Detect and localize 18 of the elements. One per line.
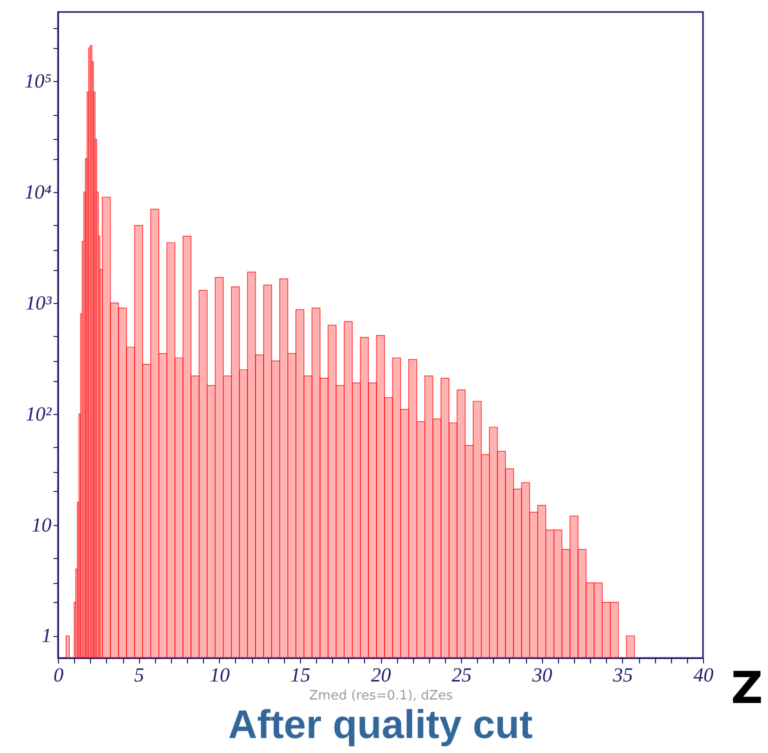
- y-tick-label: 10⁵: [24, 70, 52, 93]
- y-tick-label: 10⁴: [24, 182, 52, 204]
- x-tick-label: 30: [531, 664, 552, 686]
- x-tick-label: 15: [290, 664, 310, 686]
- x-tick-label: 25: [452, 664, 472, 686]
- x-tick-label: 20: [371, 664, 391, 686]
- x-tick-label: 0: [54, 664, 64, 686]
- y-tick-label: 10³: [26, 292, 52, 314]
- x-tick-label: 10: [210, 664, 230, 686]
- x-tick-label: 5: [134, 664, 144, 686]
- x-tick-label: 35: [612, 664, 633, 686]
- y-tick-label: 10: [32, 514, 52, 536]
- y-tick-label: 1: [42, 625, 52, 648]
- x-tick-label: 40: [694, 664, 714, 686]
- x-axis-title: Zmed (res=0.1), dZes: [309, 688, 454, 704]
- y-tick-label: 10²: [26, 403, 52, 426]
- text: Z: [731, 663, 763, 714]
- text: After quality cut: [228, 703, 533, 747]
